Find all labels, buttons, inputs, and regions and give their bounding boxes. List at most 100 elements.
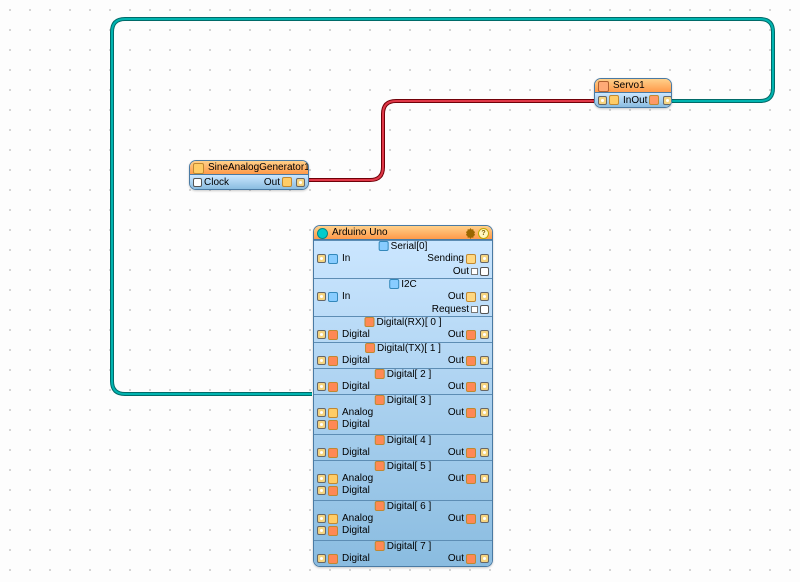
section-label: Digital[ 5 ] [375, 461, 431, 472]
port-label: Request [432, 304, 469, 315]
port-label: Out [448, 553, 464, 564]
digital-icon [375, 395, 385, 405]
sine-out-port[interactable]: Out [264, 177, 305, 188]
port-label: Digital [342, 553, 370, 564]
port-icon [466, 330, 476, 340]
digital-icon [375, 435, 385, 445]
section-out-ports: Out Request [432, 291, 489, 315]
digital-left-col: AnalogDigital [317, 473, 373, 496]
section-label: Digital(RX)[ 0 ] [364, 317, 441, 328]
digital-row: Digital(RX)[ 0 ]Digital Out [314, 316, 492, 342]
section-out-port[interactable]: Out [453, 266, 489, 277]
digital-out-port[interactable]: Out [448, 473, 489, 484]
pin-icon [317, 382, 326, 391]
digital-out-port[interactable]: Out [448, 553, 489, 564]
port-label: Out [448, 513, 464, 524]
pin-icon [480, 254, 489, 263]
digital-in-port[interactable]: Digital [317, 419, 373, 430]
wave-icon [282, 177, 292, 187]
port-icon [466, 356, 476, 366]
port-label: Out [448, 447, 464, 458]
port-label: Digital [342, 381, 370, 392]
section-in-port[interactable]: In [317, 291, 350, 302]
digital-row: Digital[ 2 ] Digital Out [314, 368, 492, 394]
digital-row: Digital[ 3 ]AnalogDigital Out [314, 394, 492, 434]
digital-out-port[interactable]: Out [448, 381, 489, 392]
arduino-section: Serial[0] In Sending Out [314, 240, 492, 278]
port-icon [466, 514, 476, 524]
analog-in-port[interactable]: Analog [317, 407, 373, 418]
digital-icon [375, 461, 385, 471]
analog-in-port[interactable]: Analog [317, 513, 373, 524]
node-servo-header: Servo1 [595, 79, 671, 93]
digital-in-port[interactable]: Digital [317, 355, 370, 366]
digital-in-port[interactable]: Digital [317, 329, 370, 340]
digital-out-port[interactable]: Out [448, 355, 489, 366]
servo-in-label: In [623, 95, 631, 106]
sine-in-label: Clock [204, 177, 229, 188]
digital-icon [375, 541, 385, 551]
node-sine-title: SineAnalogGenerator1 [208, 162, 308, 173]
port-icon [466, 408, 476, 418]
pin-icon [317, 356, 326, 365]
digital-left-col: Digital [317, 447, 370, 458]
pin-icon [317, 448, 326, 457]
pin-icon [317, 474, 326, 483]
section-label: Digital[ 6 ] [375, 501, 431, 512]
digital-out-port[interactable]: Out [448, 329, 489, 340]
node-arduino[interactable]: Arduino Uno ? Serial[0]InSendingOutI2CIn… [313, 225, 493, 567]
sine-icon [193, 163, 204, 174]
pin-icon [317, 420, 326, 429]
section-out-port[interactable]: Sending [427, 253, 489, 264]
info-icon[interactable]: ? [478, 228, 489, 239]
port-label: In [342, 291, 350, 302]
port-icon [328, 448, 338, 458]
digital-out-port[interactable]: Out [448, 513, 489, 524]
section-out-port[interactable]: Out [448, 291, 489, 302]
pin-icon [317, 486, 326, 495]
section-out-port[interactable]: Request [432, 304, 489, 315]
port-icon [466, 254, 476, 264]
pin-icon [317, 254, 326, 263]
wave-icon [609, 95, 619, 105]
arduino-icon [317, 228, 328, 239]
analog-in-port[interactable]: Analog [317, 473, 373, 484]
node-sine[interactable]: SineAnalogGenerator1 Clock Out [189, 160, 309, 190]
node-servo[interactable]: Servo1 In Out [594, 78, 672, 108]
port-label: Analog [342, 513, 373, 524]
port-label: Out [448, 355, 464, 366]
section-label: Digital[ 3 ] [375, 395, 431, 406]
pin-icon [480, 330, 489, 339]
port-label: Out [448, 407, 464, 418]
digital-in-port[interactable]: Digital [317, 553, 370, 564]
pin-icon [480, 356, 489, 365]
port-label: Digital [342, 355, 370, 366]
pin-icon [480, 305, 489, 314]
analog-icon [328, 514, 338, 524]
servo-out-port[interactable]: Out [631, 95, 672, 106]
digital-in-port[interactable]: Digital [317, 381, 370, 392]
node-arduino-title: Arduino Uno [332, 227, 388, 238]
digital-out-port[interactable]: Out [448, 447, 489, 458]
arduino-section: I2CInOutRequest [314, 278, 492, 316]
digital-icon [365, 343, 375, 353]
section-label: Digital[ 2 ] [375, 369, 431, 380]
digital-out-port[interactable]: Out [448, 407, 489, 418]
digital-in-port[interactable]: Digital [317, 485, 373, 496]
port-label: Out [448, 329, 464, 340]
servo-in-port[interactable]: In [598, 95, 631, 106]
sine-in-port[interactable]: Clock [193, 177, 229, 188]
port-label: Out [448, 381, 464, 392]
port-label: Analog [342, 407, 373, 418]
section-label: Serial[0] [379, 241, 428, 252]
digital-in-port[interactable]: Digital [317, 447, 370, 458]
sine-row: Clock Out [190, 175, 308, 189]
digital-in-port[interactable]: Digital [317, 525, 373, 536]
section-icon [389, 279, 399, 289]
section-in-port[interactable]: In [317, 253, 350, 264]
gear-icon[interactable] [465, 228, 476, 239]
servo-out-label: Out [631, 95, 647, 106]
servo-row: In Out [595, 93, 671, 107]
port-icon [328, 292, 338, 302]
port-icon [328, 554, 338, 564]
